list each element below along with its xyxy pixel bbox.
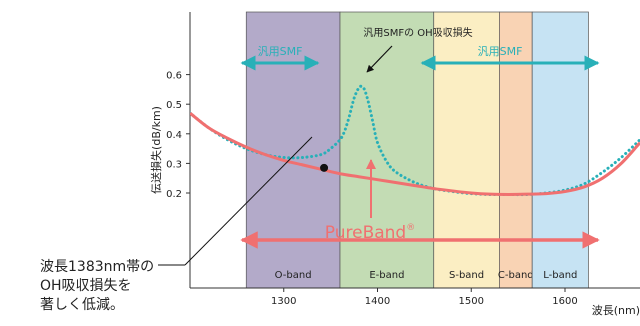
oh-peak-arrow [366,45,393,73]
smf-right-label: 汎用SMF [478,44,523,58]
x-tick-label: 1600 [552,296,577,307]
note-line-3: 著しく低減。 [40,296,124,313]
band-label: L-band [543,270,577,281]
highlight-point [320,163,329,172]
band-region-lband [531,11,589,289]
smf-left-label: 汎用SMF [258,44,303,58]
y-tick-label: 0.5 [166,100,182,111]
y-tick-label: 0.2 [166,189,182,200]
note-connector-line [184,136,313,266]
oh-reduction-note: 波長1383nm帯の OH吸収損失を 著しく低減。 [40,258,154,315]
x-tick-label: 1500 [459,296,484,307]
note-line-2: OH吸収損失を [40,277,132,294]
band-label: O-band [275,270,312,281]
y-tick-label: 0.3 [166,159,182,170]
series-line-pureband [190,111,640,196]
oh-peak-label: 汎用SMFの OH吸収損失 [363,26,472,39]
band-region-eband [339,11,435,289]
axis-ticks: 0.2 0.3 0.4 0.5 0.6 1300 1400 1500 1600 [166,71,578,307]
note-line-1: 波長1383nm帯の [40,259,155,275]
band-label: S-band [449,270,484,281]
band-label: E-band [369,270,404,281]
y-tick-label: 0.6 [166,71,182,82]
y-tick-label: 0.4 [166,130,182,141]
y-axis-title: 伝送損失(dB/km) [149,106,163,194]
band-label: C-band [498,270,534,281]
x-tick-label: 1300 [271,296,296,307]
x-tick-label: 1400 [365,296,390,307]
x-axis-title: 波長(nm) [592,304,640,317]
